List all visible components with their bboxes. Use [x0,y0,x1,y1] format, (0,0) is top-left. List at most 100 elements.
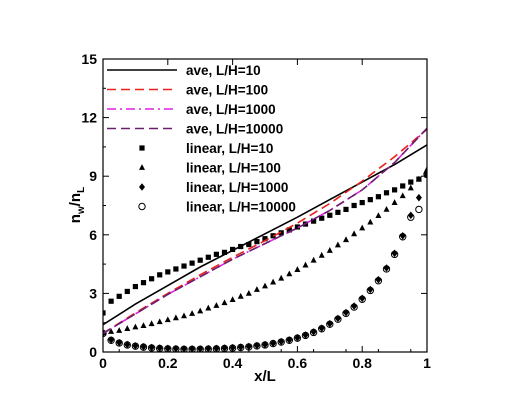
y-axis-label-sub-l: L [76,187,87,193]
data-point [254,239,260,245]
data-point [294,266,301,272]
data-point [148,343,155,352]
data-point [318,325,326,333]
data-point [189,260,195,266]
data-point [366,286,374,295]
data-point [237,292,244,299]
data-point [383,206,390,212]
data-point [327,212,333,218]
data-point [172,314,179,321]
data-point [382,265,391,273]
data-point [277,338,285,346]
data-point [116,327,123,333]
data-point [173,266,179,272]
data-point [124,288,130,295]
legend-label-linear-l-h-10: linear, L/H=10 [186,141,273,156]
data-point [367,197,373,203]
data-point [399,233,407,241]
data-point [140,342,147,351]
data-point [391,249,398,258]
y-tick-label: 15 [81,51,97,67]
data-point [367,218,374,225]
data-point [310,256,317,263]
x-tick-label: 0.6 [288,355,308,371]
data-point [424,172,427,178]
data-point [149,276,155,282]
data-point [180,345,188,352]
data-point [318,324,325,332]
legend-marker-linear-l-h-1000 [139,183,145,191]
data-point [334,241,341,248]
data-point [294,224,300,230]
legend-label-ave-l-h-1000: ave, L/H=1000 [186,102,276,117]
data-point [116,338,123,347]
data-point [319,215,325,221]
data-point [116,293,122,299]
data-point [359,199,365,206]
data-point [132,283,138,290]
data-point [181,345,187,352]
data-point [108,298,114,304]
legend-marker-linear-l-h-100 [139,164,145,170]
legend-label-linear-l-h-10000: linear, L/H=10000 [186,200,296,215]
data-point [302,261,309,268]
data-point [407,211,414,220]
data-point [311,218,317,224]
x-tick-label: 1 [423,355,431,371]
data-point [156,344,163,352]
data-point [286,336,293,344]
data-point [213,344,220,352]
marker-series-linear-l-h-100 [103,165,427,335]
marker-series-linear-l-h-10000 [103,170,427,352]
data-point [294,333,301,342]
data-point [164,345,172,352]
data-point [270,339,277,348]
data-point [245,342,252,351]
data-point [230,246,236,253]
data-point [400,183,406,189]
legend-label-ave-l-h-100: ave, L/H=100 [186,83,268,98]
data-point [253,341,260,350]
data-point [246,241,252,248]
data-point [213,251,219,257]
data-point [157,272,163,278]
data-point [164,316,171,323]
data-point [335,209,341,215]
data-point [132,341,139,350]
data-point [343,236,349,243]
data-point [221,249,228,255]
data-point [269,339,277,348]
data-point [392,187,398,193]
legend-label-ave-l-h-10: ave, L/H=10 [186,63,261,78]
data-point [139,343,148,351]
data-point [197,307,204,314]
data-point [181,312,187,319]
data-point [213,302,220,308]
legend-label-ave-l-h-10000: ave, L/H=10000 [186,122,283,137]
line-series-ave-l-h-10000 [103,127,427,335]
legend: ave, L/H=10 ave, L/H=100 ave, L/H=1000 ave,… [107,63,296,215]
data-point [262,340,268,349]
data-point [326,320,334,328]
data-point [375,194,381,200]
data-point [399,231,406,240]
data-point [326,247,333,253]
data-point [107,336,115,344]
data-point [197,257,203,263]
data-point [285,336,293,344]
y-tick-label: 12 [81,110,97,126]
data-point [415,205,423,214]
data-point [301,331,310,340]
data-point [350,303,358,311]
data-point [221,344,228,352]
data-point [132,323,139,330]
y-axis-label-sub-w: w [76,206,87,215]
data-point [278,274,285,281]
data-point [108,336,115,344]
y-axis-label: nw/nL [67,187,87,223]
data-point [115,339,123,347]
data-point [103,310,106,316]
y-axis-label-slash-n: /n [67,193,84,206]
data-point [131,342,140,350]
